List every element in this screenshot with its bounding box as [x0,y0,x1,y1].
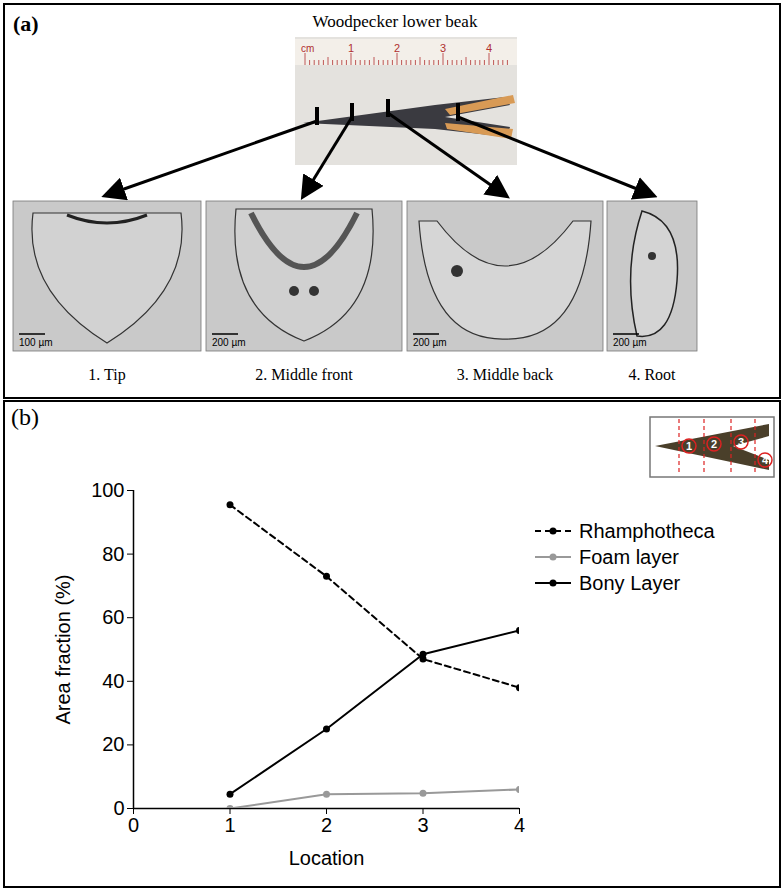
svg-text:Woodpecker lower beak: Woodpecker lower beak [313,12,478,31]
svg-text:20: 20 [102,733,124,755]
html-text:Foam layer: Foam layer [579,545,679,568]
svg-text:1: 1 [224,814,235,836]
svg-text:4. Root: 4. Root [628,366,676,383]
svg-text:1: 1 [686,440,692,452]
svg-text:3: 3 [738,436,744,448]
svg-text:2: 2 [394,42,400,54]
svg-text:4: 4 [514,814,525,836]
svg-text:4: 4 [486,42,492,54]
svg-text:3: 3 [440,42,446,54]
svg-text:Location: Location [289,847,365,869]
svg-text:0: 0 [128,814,139,836]
html-text:Bony Layer: Bony Layer [579,571,681,594]
svg-text:cm: cm [301,43,314,54]
svg-text:2: 2 [321,814,332,836]
svg-text:100: 100 [91,479,124,501]
svg-text:2: 2 [711,438,717,450]
svg-text:100 µm: 100 µm [19,337,53,348]
svg-text:0: 0 [113,797,124,819]
svg-text:(a): (a) [13,11,39,36]
html-text:(b): (b) [11,404,39,430]
svg-text:200 µm: 200 µm [613,337,647,348]
svg-text:Area fraction (%): Area fraction (%) [52,574,74,724]
svg-text:1: 1 [348,42,354,54]
svg-text:200 µm: 200 µm [413,337,447,348]
html-text:Rhamphotheca: Rhamphotheca [579,519,715,542]
svg-text:2. Middle front: 2. Middle front [255,366,353,383]
svg-text:1. Tip: 1. Tip [88,366,125,384]
svg-text:200 µm: 200 µm [212,337,246,348]
svg-text:4: 4 [762,454,769,466]
svg-text:3. Middle back: 3. Middle back [457,366,553,383]
svg-text:3: 3 [417,814,428,836]
svg-text:80: 80 [102,543,124,565]
svg-text:40: 40 [102,670,124,692]
svg-text:60: 60 [102,606,124,628]
